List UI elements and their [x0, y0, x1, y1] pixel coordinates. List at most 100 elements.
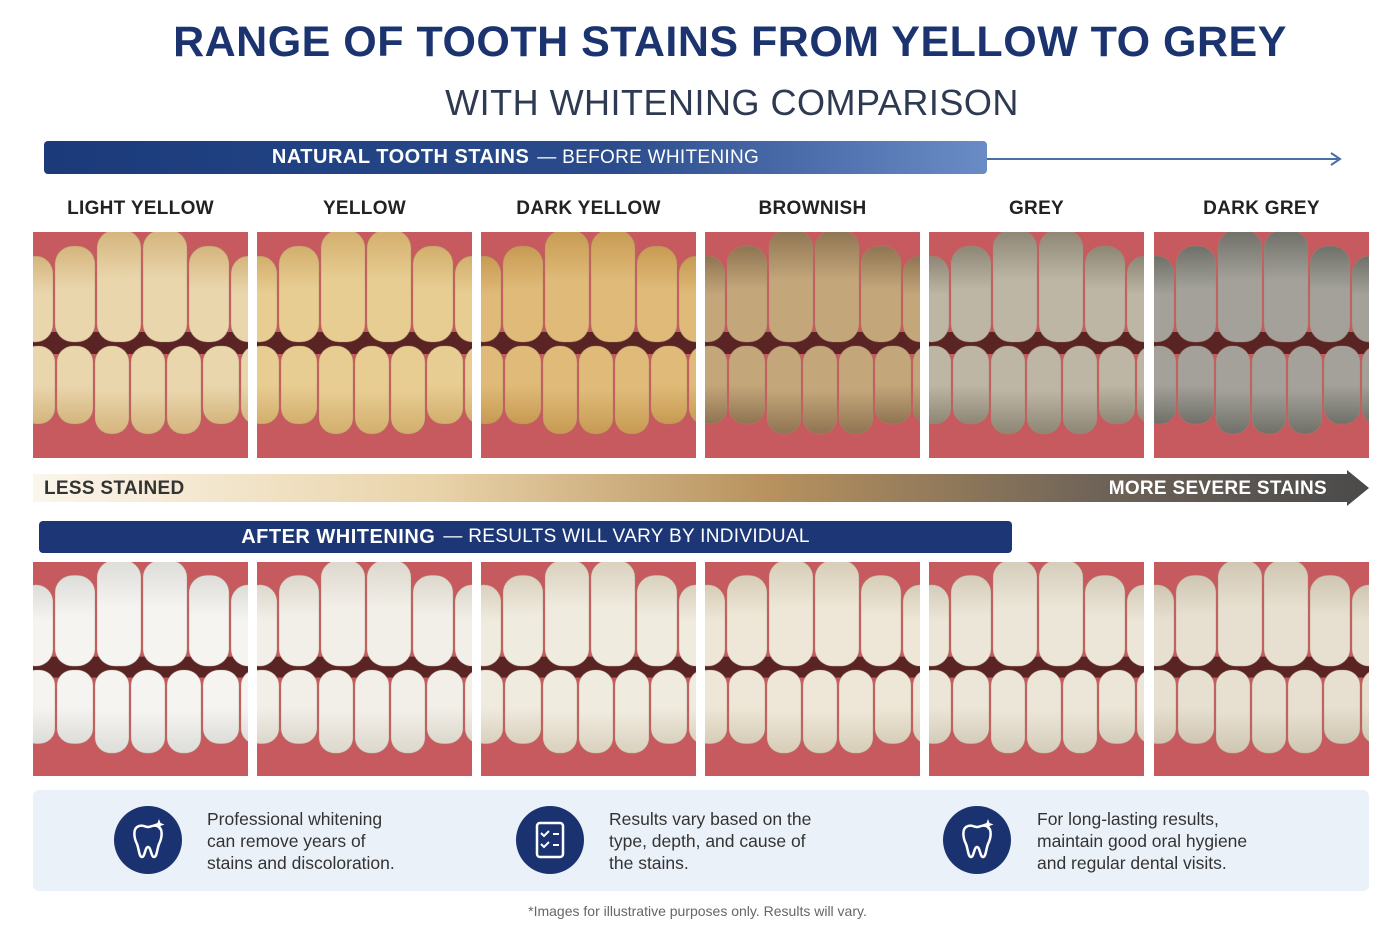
- upper-tooth: [590, 562, 636, 667]
- upper-tooth: [366, 562, 412, 667]
- before-banner: NATURAL TOOTH STAINS — BEFORE WHITENING: [44, 141, 987, 174]
- upper-tooth: [454, 584, 472, 667]
- upper-tooth: [1154, 584, 1175, 667]
- lower-tooth: [481, 669, 504, 745]
- lower-tooth: [705, 669, 728, 745]
- lower-tooth: [578, 669, 614, 754]
- lower-tooth: [56, 345, 94, 425]
- upper-tooth: [1126, 584, 1144, 667]
- stain-label: DARK YELLOW: [516, 198, 661, 219]
- lower-tooth: [650, 669, 688, 745]
- scale-end: MORE SEVERE STAINS: [1108, 478, 1327, 499]
- lower-tooth: [728, 669, 766, 745]
- upper-tooth: [1038, 562, 1084, 667]
- upper-tooth: [950, 574, 992, 667]
- lower-tooth: [542, 669, 578, 754]
- upper-tooth: [929, 255, 950, 343]
- lower-tooth: [130, 345, 166, 435]
- upper-tooth: [544, 562, 590, 667]
- lower-tooth: [766, 345, 802, 435]
- teeth-photo: [257, 232, 472, 458]
- upper-tooth: [1084, 574, 1126, 667]
- lower-tooth: [390, 669, 426, 754]
- upper-tooth: [860, 245, 902, 343]
- upper-tooth: [929, 584, 950, 667]
- upper-tooth: [257, 584, 278, 667]
- lower-tooth: [990, 345, 1026, 435]
- lower-tooth: [504, 345, 542, 425]
- lower-tooth: [1136, 671, 1144, 743]
- subtitle: WITH WHITENING COMPARISON: [445, 82, 1019, 123]
- upper-tooth: [188, 245, 230, 343]
- icon-glyph: [962, 824, 992, 859]
- lower-tooth: [838, 345, 874, 435]
- lower-tooth: [838, 669, 874, 754]
- stain-scale: [33, 470, 1369, 506]
- upper-tooth: [1351, 255, 1369, 343]
- icon-sparkle: [153, 819, 165, 830]
- upper-tooth: [502, 245, 544, 343]
- upper-tooth: [96, 232, 142, 343]
- lower-tooth: [578, 345, 614, 435]
- upper-tooth: [366, 232, 412, 343]
- lower-tooth: [728, 345, 766, 425]
- upper-tooth: [454, 255, 472, 343]
- stain-label: DARK GREY: [1203, 198, 1320, 219]
- upper-tooth: [142, 562, 188, 667]
- lower-tooth: [802, 345, 838, 435]
- lower-tooth: [1287, 669, 1323, 754]
- lower-tooth: [33, 345, 56, 425]
- upper-tooth: [1217, 562, 1263, 667]
- upper-tooth: [412, 574, 454, 667]
- lower-tooth: [1287, 345, 1323, 435]
- lower-tooth: [688, 671, 696, 743]
- upper-tooth: [188, 574, 230, 667]
- upper-tooth: [1217, 232, 1263, 343]
- lower-tooth: [1215, 345, 1251, 435]
- lower-tooth: [33, 669, 56, 745]
- lower-tooth: [1026, 669, 1062, 754]
- title: RANGE OF TOOTH STAINS FROM YELLOW TO GRE…: [173, 18, 1287, 66]
- note-icon: [114, 806, 182, 874]
- banner-note: — RESULTS WILL VARY BY INDIVIDUAL: [443, 526, 810, 547]
- stain-label: GREY: [1008, 198, 1065, 219]
- teeth-photo: [481, 232, 696, 458]
- upper-tooth: [320, 562, 366, 667]
- upper-tooth: [230, 584, 248, 667]
- lower-tooth: [257, 669, 280, 745]
- upper-tooth: [950, 245, 992, 343]
- lower-tooth: [257, 345, 280, 425]
- note-icon: [943, 806, 1011, 874]
- icon-glyph: [535, 821, 565, 859]
- lower-tooth: [280, 345, 318, 425]
- teeth-photo: [1154, 562, 1369, 776]
- note-icon: [516, 806, 584, 874]
- lower-tooth: [464, 347, 472, 423]
- upper-tooth: [278, 245, 320, 343]
- lower-tooth: [1154, 669, 1177, 745]
- lower-tooth: [1361, 347, 1369, 423]
- lower-tooth: [1323, 345, 1361, 425]
- lower-tooth: [56, 669, 94, 745]
- lower-tooth: [1251, 345, 1287, 435]
- lower-tooth: [1361, 671, 1369, 743]
- upper-tooth: [481, 255, 502, 343]
- upper-tooth: [1175, 245, 1217, 343]
- upper-tooth: [33, 584, 54, 667]
- lower-tooth: [874, 345, 912, 425]
- upper-tooth: [814, 562, 860, 667]
- upper-tooth: [481, 584, 502, 667]
- lower-tooth: [614, 669, 650, 754]
- upper-tooth: [230, 255, 248, 343]
- upper-tooth: [726, 245, 768, 343]
- upper-tooth: [992, 562, 1038, 667]
- upper-tooth: [768, 232, 814, 343]
- lower-tooth: [705, 345, 728, 425]
- upper-tooth: [142, 232, 188, 343]
- lower-tooth: [354, 345, 390, 435]
- lower-tooth: [240, 347, 248, 423]
- teeth-photo: [33, 232, 248, 458]
- upper-tooth: [902, 584, 920, 667]
- lower-tooth: [1177, 669, 1215, 745]
